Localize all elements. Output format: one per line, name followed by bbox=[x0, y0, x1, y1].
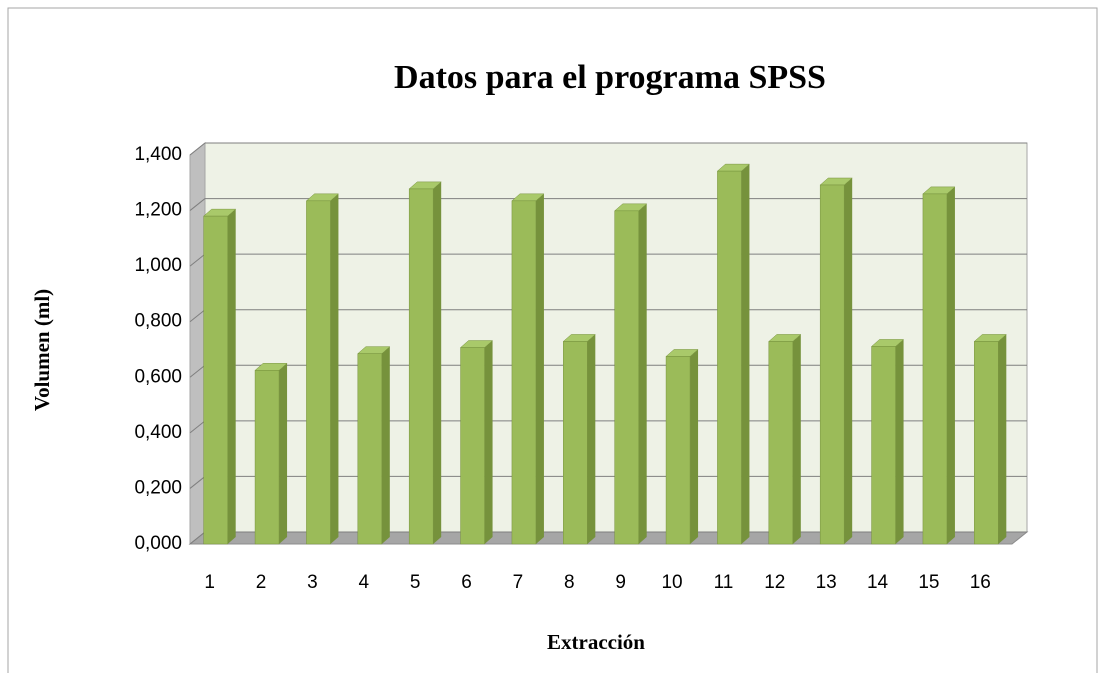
y-tick-label: 0,800 bbox=[134, 311, 182, 332]
y-tick-label: 1,400 bbox=[134, 144, 182, 165]
grid-line bbox=[189, 198, 206, 211]
x-tick-label: 11 bbox=[714, 572, 734, 593]
bar bbox=[665, 356, 691, 545]
x-tick-label: 1 bbox=[204, 572, 215, 593]
x-axis-label: Extracción bbox=[547, 630, 645, 654]
grid-line bbox=[189, 531, 206, 545]
bar bbox=[819, 184, 845, 545]
bar-side bbox=[792, 334, 801, 544]
bar-side bbox=[946, 186, 955, 544]
grid-line bbox=[189, 142, 206, 156]
x-tick-label: 9 bbox=[615, 572, 626, 593]
bar-side bbox=[279, 363, 288, 544]
bar-side bbox=[690, 349, 699, 544]
bar bbox=[922, 193, 948, 545]
bar-side bbox=[227, 209, 236, 544]
bar-side bbox=[895, 339, 904, 544]
bar bbox=[974, 341, 999, 545]
x-tick-label: 3 bbox=[307, 572, 318, 593]
bar-side bbox=[433, 181, 442, 545]
x-tick-label: 16 bbox=[970, 572, 991, 593]
grid-line bbox=[189, 309, 206, 323]
bar bbox=[306, 200, 331, 545]
bar bbox=[460, 347, 485, 545]
x-tick-label: 12 bbox=[764, 572, 785, 593]
bar-side bbox=[741, 164, 750, 544]
x-tick-label: 10 bbox=[661, 572, 682, 593]
x-tick-label: 5 bbox=[410, 572, 421, 593]
grid-line bbox=[189, 420, 206, 434]
bar-side bbox=[638, 203, 647, 544]
bar bbox=[203, 215, 228, 545]
bar bbox=[871, 346, 896, 545]
x-tick-label: 7 bbox=[513, 572, 524, 593]
x-tick-label: 13 bbox=[816, 572, 837, 593]
bar bbox=[511, 200, 537, 545]
y-axis-label: Volumen (ml) bbox=[30, 289, 54, 411]
bar-side bbox=[381, 346, 390, 544]
y-tick-label: 0,000 bbox=[134, 533, 182, 554]
bar bbox=[254, 370, 280, 545]
x-tick-label: 4 bbox=[359, 572, 370, 593]
x-tick-label: 2 bbox=[256, 572, 267, 593]
grid-line bbox=[189, 364, 206, 378]
chart-border bbox=[7, 7, 1098, 673]
bar bbox=[717, 170, 742, 545]
x-tick-label: 6 bbox=[461, 572, 472, 593]
y-tick-label: 0,600 bbox=[134, 366, 182, 387]
bar bbox=[768, 341, 794, 545]
x-tick-label: 14 bbox=[867, 572, 889, 593]
side-wall bbox=[189, 141, 206, 546]
bar bbox=[614, 210, 639, 545]
bar-side bbox=[587, 334, 596, 544]
chart-title: Datos para el programa SPSS bbox=[394, 59, 826, 96]
grid-line bbox=[189, 253, 206, 267]
y-tick-label: 1,000 bbox=[134, 255, 182, 276]
bar-side bbox=[998, 334, 1007, 544]
x-tick-label: 8 bbox=[564, 572, 575, 593]
grid-line bbox=[189, 476, 206, 489]
y-tick-label: 0,200 bbox=[134, 477, 182, 498]
bar bbox=[408, 188, 434, 545]
bar bbox=[357, 353, 383, 545]
y-tick-label: 1,200 bbox=[134, 200, 182, 221]
bar-side bbox=[484, 340, 493, 544]
bar bbox=[563, 341, 588, 545]
bar-side bbox=[535, 193, 544, 544]
y-tick-label: 0,400 bbox=[134, 422, 182, 443]
bar-side bbox=[330, 193, 339, 544]
x-tick-label: 15 bbox=[918, 572, 939, 593]
bar-side bbox=[844, 178, 853, 544]
